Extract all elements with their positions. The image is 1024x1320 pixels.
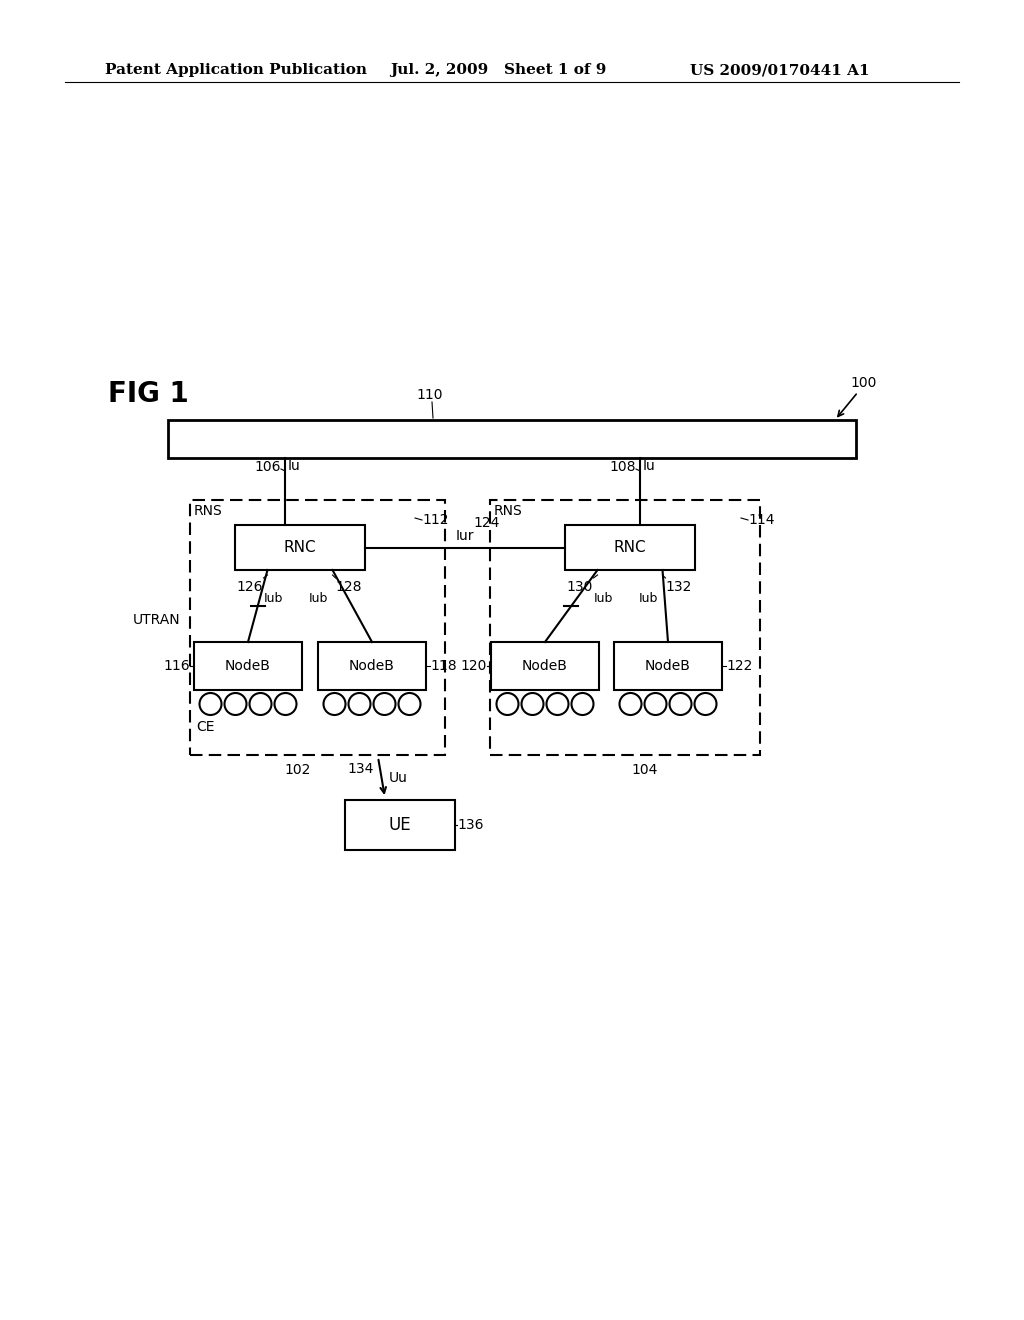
- Bar: [194, 642, 302, 690]
- Text: Iub: Iub: [309, 591, 329, 605]
- Text: 128: 128: [336, 579, 362, 594]
- Text: 118: 118: [430, 659, 457, 673]
- Text: 108: 108: [609, 459, 636, 474]
- Text: 134: 134: [347, 762, 374, 776]
- Text: 100: 100: [850, 376, 877, 389]
- Text: RNC: RNC: [284, 540, 316, 554]
- Text: RNC: RNC: [613, 540, 646, 554]
- Text: 106: 106: [255, 459, 281, 474]
- Bar: [345, 800, 455, 850]
- Text: NodeB: NodeB: [645, 659, 691, 673]
- Text: 102: 102: [285, 763, 310, 777]
- Text: Iu: Iu: [643, 459, 655, 473]
- Text: 110: 110: [417, 388, 443, 403]
- Text: 120: 120: [461, 659, 487, 673]
- Bar: [168, 420, 856, 458]
- Text: NodeB: NodeB: [225, 659, 271, 673]
- Text: Iu: Iu: [288, 459, 301, 473]
- Bar: [490, 642, 599, 690]
- Text: FIG 1: FIG 1: [108, 380, 188, 408]
- Text: Uu: Uu: [389, 771, 408, 784]
- Text: 136: 136: [457, 818, 483, 832]
- Text: 124: 124: [473, 516, 500, 531]
- Text: UTRAN: UTRAN: [132, 612, 180, 627]
- Text: RNS: RNS: [194, 504, 223, 517]
- Text: Jul. 2, 2009   Sheet 1 of 9: Jul. 2, 2009 Sheet 1 of 9: [390, 63, 606, 77]
- Text: Iub: Iub: [263, 591, 283, 605]
- Text: Iur: Iur: [456, 529, 474, 543]
- Bar: [565, 525, 695, 570]
- Bar: [234, 525, 365, 570]
- Bar: [190, 500, 445, 755]
- Text: 122: 122: [726, 659, 753, 673]
- Text: 116: 116: [164, 659, 190, 673]
- Text: NodeB: NodeB: [349, 659, 395, 673]
- Bar: [318, 642, 426, 690]
- Text: Iub: Iub: [639, 591, 658, 605]
- Text: NodeB: NodeB: [522, 659, 568, 673]
- Bar: [614, 642, 722, 690]
- Text: RNS: RNS: [494, 504, 522, 517]
- Text: 126: 126: [236, 579, 262, 594]
- Bar: [490, 500, 760, 755]
- Text: Patent Application Publication: Patent Application Publication: [105, 63, 367, 77]
- Text: CE: CE: [196, 719, 214, 734]
- Text: 130: 130: [566, 579, 593, 594]
- Text: US 2009/0170441 A1: US 2009/0170441 A1: [690, 63, 869, 77]
- Text: UE: UE: [389, 816, 412, 834]
- Text: 132: 132: [666, 579, 692, 594]
- Text: 104: 104: [632, 763, 658, 777]
- Text: 114: 114: [748, 513, 774, 527]
- Text: 112: 112: [422, 513, 449, 527]
- Text: Iub: Iub: [594, 591, 613, 605]
